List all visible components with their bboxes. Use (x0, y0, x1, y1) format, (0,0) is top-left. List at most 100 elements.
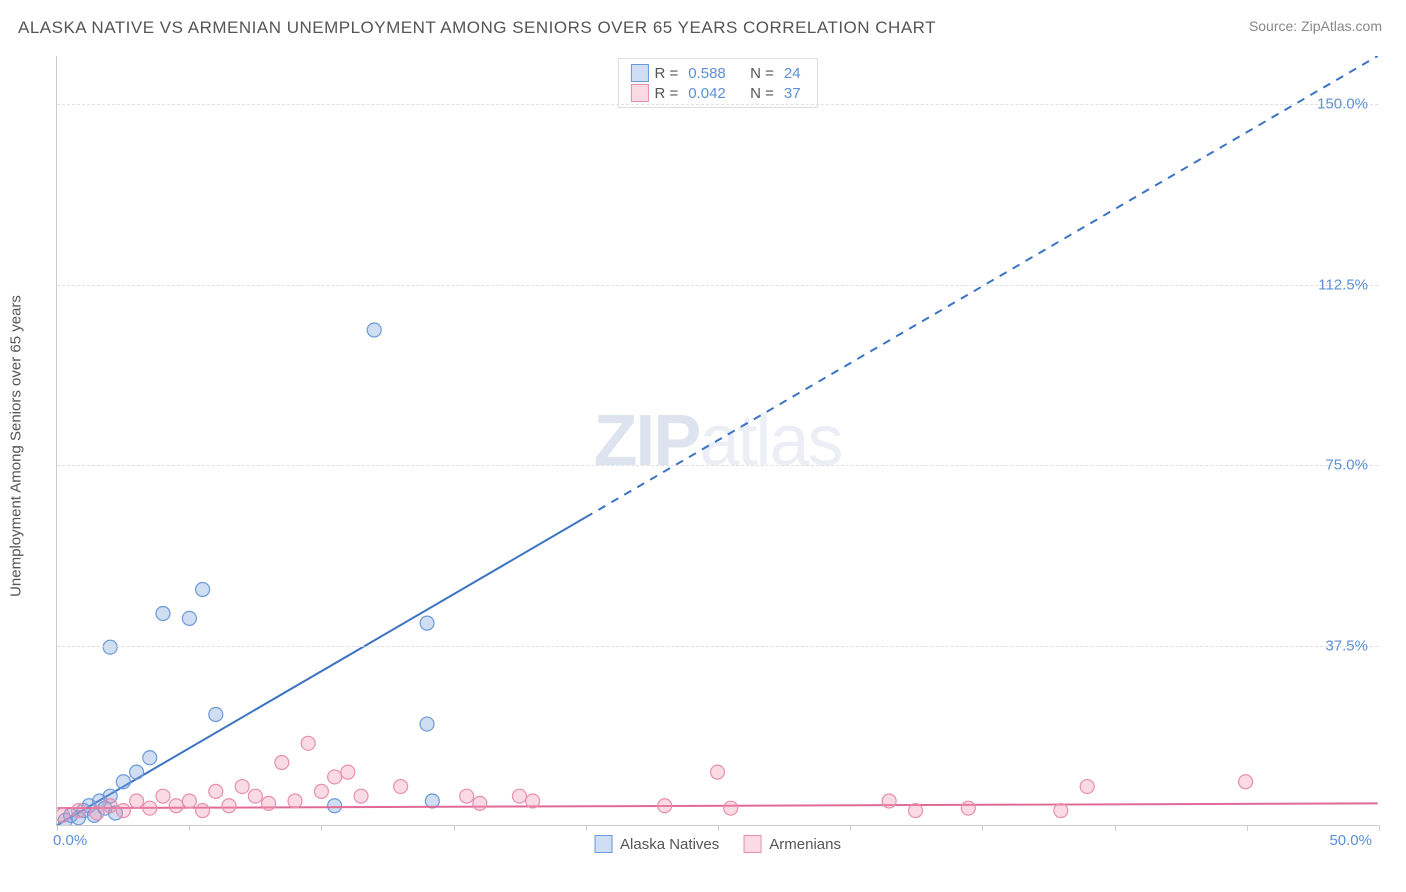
legend-r-label: R = (654, 65, 678, 82)
data-point (235, 780, 249, 794)
data-point (156, 789, 170, 803)
x-tick-mark (1379, 825, 1380, 831)
data-point (1054, 804, 1068, 818)
data-point (354, 789, 368, 803)
chart-plot-area: ZIPatlas R = 0.588 N = 24 R = 0.042 N = … (56, 56, 1378, 826)
x-tick-mark (454, 825, 455, 831)
data-point (961, 801, 975, 815)
x-tick-mark (321, 825, 322, 831)
legend-swatch (630, 84, 648, 102)
source-attribution: Source: ZipAtlas.com (1249, 18, 1382, 34)
data-point (328, 770, 342, 784)
legend-correlation-box: R = 0.588 N = 24 R = 0.042 N = 37 (617, 58, 817, 108)
data-point (93, 794, 107, 808)
data-point (394, 780, 408, 794)
legend-series-item: Armenians (743, 835, 841, 853)
data-point (882, 794, 896, 808)
data-point (116, 775, 130, 789)
data-point (156, 607, 170, 621)
data-point (275, 756, 289, 770)
data-point (87, 808, 101, 822)
legend-n-value: 37 (784, 85, 801, 102)
data-point (209, 784, 223, 798)
data-point (103, 799, 117, 813)
data-point (341, 765, 355, 779)
legend-swatch (743, 835, 761, 853)
y-tick-label: 75.0% (1325, 457, 1368, 474)
gridline (57, 285, 1378, 286)
data-point (209, 707, 223, 721)
data-point (130, 794, 144, 808)
trend-line-dashed (585, 56, 1377, 517)
x-tick-mark (57, 825, 58, 831)
data-point (1080, 780, 1094, 794)
chart-title: ALASKA NATIVE VS ARMENIAN UNEMPLOYMENT A… (18, 18, 936, 38)
legend-series-item: Alaska Natives (594, 835, 719, 853)
plot-svg (57, 56, 1378, 825)
legend-n-label: N = (750, 65, 774, 82)
data-point (1239, 775, 1253, 789)
data-point (98, 801, 112, 815)
x-tick-mark (1247, 825, 1248, 831)
data-point (196, 583, 210, 597)
data-point (909, 804, 923, 818)
data-point (103, 640, 117, 654)
legend-series-label: Armenians (769, 836, 841, 853)
data-point (724, 801, 738, 815)
chart-header: ALASKA NATIVE VS ARMENIAN UNEMPLOYMENT A… (0, 0, 1406, 46)
data-point (90, 806, 104, 820)
x-tick-mark (718, 825, 719, 831)
data-point (425, 794, 439, 808)
legend-r-label: R = (654, 85, 678, 102)
gridline (57, 646, 1378, 647)
data-point (658, 799, 672, 813)
data-point (57, 808, 70, 822)
x-tick-mark (982, 825, 983, 831)
legend-series: Alaska Natives Armenians (594, 835, 841, 853)
legend-swatch (630, 64, 648, 82)
x-tick-label: 50.0% (1329, 832, 1372, 849)
trend-line (57, 803, 1377, 808)
legend-r-value: 0.588 (688, 65, 726, 82)
data-point (71, 811, 85, 825)
data-point (71, 804, 85, 818)
data-point (116, 804, 130, 818)
data-point (64, 808, 78, 822)
data-point (314, 784, 328, 798)
data-point (301, 736, 315, 750)
data-point (182, 611, 196, 625)
x-tick-label: 0.0% (53, 832, 87, 849)
data-point (182, 794, 196, 808)
data-point (512, 789, 526, 803)
legend-swatch (594, 835, 612, 853)
data-point (328, 799, 342, 813)
x-tick-mark (586, 825, 587, 831)
data-point (108, 806, 122, 820)
x-tick-mark (189, 825, 190, 831)
data-point (460, 789, 474, 803)
data-point (77, 804, 91, 818)
data-point (103, 789, 117, 803)
data-point (82, 799, 96, 813)
trend-line-solid (57, 517, 585, 825)
data-point (143, 751, 157, 765)
x-tick-mark (850, 825, 851, 831)
data-point (196, 804, 210, 818)
y-axis-title: Unemployment Among Seniors over 65 years (8, 295, 25, 597)
y-tick-label: 150.0% (1317, 96, 1368, 113)
data-point (143, 801, 157, 815)
legend-series-label: Alaska Natives (620, 836, 719, 853)
data-point (262, 796, 276, 810)
y-tick-label: 112.5% (1318, 276, 1368, 293)
legend-correlation-row: R = 0.042 N = 37 (630, 83, 804, 103)
watermark: ZIPatlas (593, 400, 841, 482)
legend-r-value: 0.042 (688, 85, 726, 102)
gridline (57, 465, 1378, 466)
data-point (248, 789, 262, 803)
data-point (130, 765, 144, 779)
x-tick-mark (1115, 825, 1116, 831)
data-point (169, 799, 183, 813)
data-point (420, 717, 434, 731)
legend-n-value: 24 (784, 65, 801, 82)
data-point (222, 799, 236, 813)
